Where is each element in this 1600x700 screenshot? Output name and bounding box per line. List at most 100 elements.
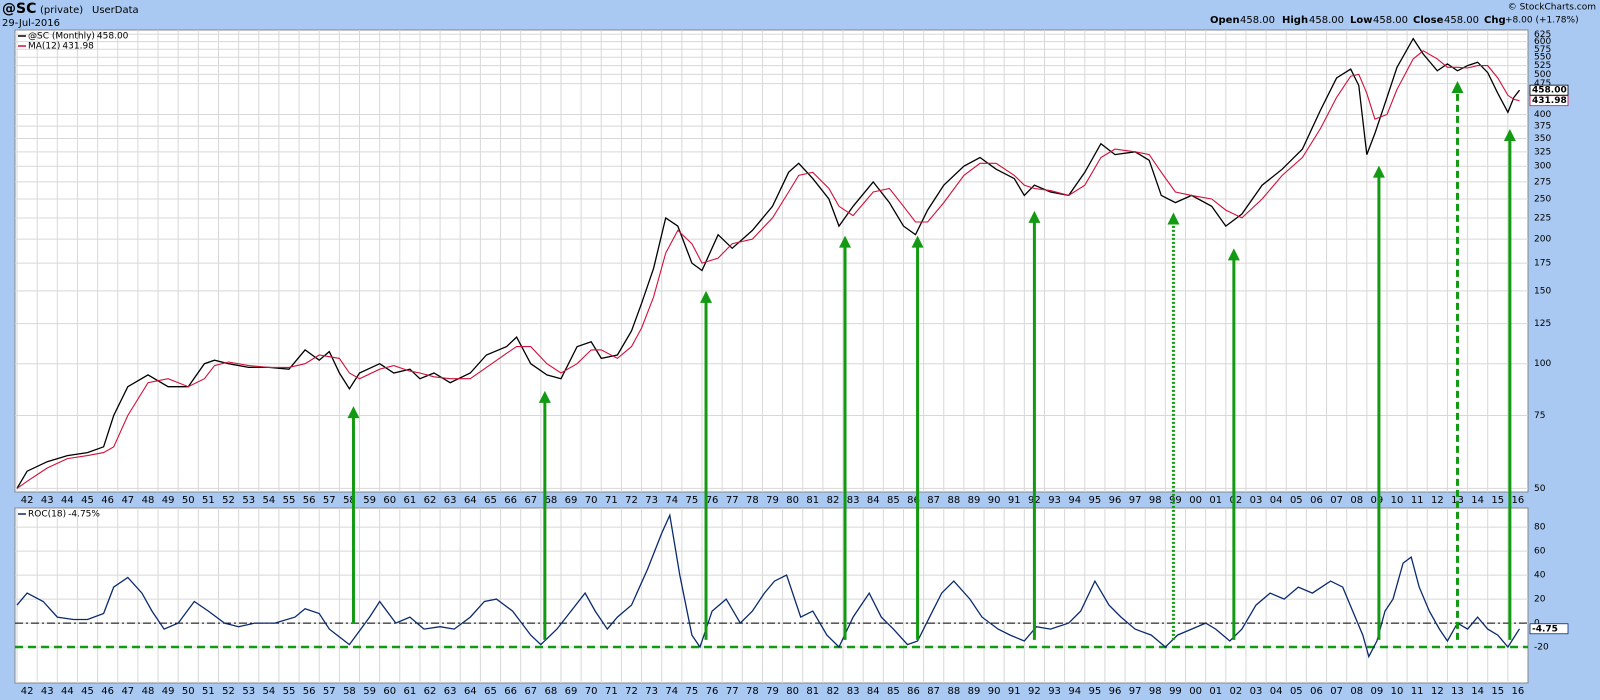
x-tick-label: 65 (484, 686, 497, 697)
x-tick-label: 91 (1008, 686, 1021, 697)
arrow-head (1028, 210, 1041, 223)
x-tick-label: 08 (1350, 495, 1363, 506)
x-tick-label: 12 (1431, 686, 1444, 697)
x-tick-label: 88 (947, 495, 960, 506)
x-tick-label: 78 (746, 495, 759, 506)
x-tick-label: 70 (585, 495, 598, 506)
arrow-head (1227, 248, 1240, 261)
x-tick-label: 80 (786, 686, 799, 697)
open: 458.00 (1240, 15, 1275, 26)
x-tick-label: 69 (565, 686, 578, 697)
y-tick-label: 525 (1534, 61, 1551, 71)
x-tick-label: 14 (1471, 686, 1484, 697)
x-tick-label: 11 (1411, 495, 1424, 506)
x-tick-label: 92 (1028, 686, 1041, 697)
x-tick-label: 14 (1471, 495, 1484, 506)
x-tick-label: 66 (504, 495, 517, 506)
x-tick-label: 61 (404, 495, 417, 506)
price-panel (14, 29, 1529, 493)
x-tick-label: 15 (1491, 495, 1504, 506)
x-tick-label: 72 (625, 686, 638, 697)
x-tick-label: 07 (1330, 495, 1343, 506)
x-tick-label: 77 (726, 686, 739, 697)
series-line (16, 50, 1520, 489)
x-tick-label: 89 (968, 495, 981, 506)
x-tick-label: 46 (101, 495, 114, 506)
x-tick-label: 15 (1491, 686, 1504, 697)
x-tick-label: 90 (988, 495, 1001, 506)
x-tick-label: 74 (665, 495, 678, 506)
x-tick-label: 75 (686, 686, 699, 697)
high-label: High (1282, 15, 1308, 26)
x-tick-label: 44 (61, 495, 74, 506)
x-tick-label: 49 (162, 495, 175, 506)
source: UserData (92, 5, 139, 16)
x-tick-label: 52 (222, 495, 235, 506)
x-tick-label: 83 (847, 495, 860, 506)
x-tick-label: 84 (867, 686, 880, 697)
y-tick-label: 225 (1534, 213, 1551, 223)
x-tick-label: 09 (1371, 686, 1384, 697)
close-label: Close (1413, 15, 1444, 26)
legend-value: 431.98 (62, 42, 94, 52)
x-tick-label: 10 (1391, 495, 1404, 506)
x-tick-label: 61 (404, 686, 417, 697)
x-tick-label: 83 (847, 686, 860, 697)
y-tick-label: 40 (1534, 571, 1546, 581)
x-tick-label: 73 (645, 495, 658, 506)
legend-value: 458.00 (97, 32, 129, 42)
x-tick-label: 13 (1451, 686, 1464, 697)
arrow-head (1372, 165, 1385, 178)
x-tick-label: 97 (1129, 686, 1142, 697)
x-tick-label: 98 (1149, 686, 1162, 697)
x-tick-label: 82 (827, 686, 840, 697)
x-tick-label: 78 (746, 686, 759, 697)
x-tick-label: 84 (867, 495, 880, 506)
x-tick-label: 07 (1330, 686, 1343, 697)
x-tick-label: 59 (363, 686, 376, 697)
x-tick-label: 66 (504, 686, 517, 697)
x-tick-label: 47 (121, 686, 134, 697)
last-value-label: 458.00 (1532, 86, 1567, 96)
y-tick-label: 50 (1534, 484, 1546, 494)
last-value-label: -4.75 (1532, 624, 1558, 634)
x-tick-label: 12 (1431, 495, 1444, 506)
arrow-head (538, 390, 551, 403)
x-tick-label: 71 (605, 495, 618, 506)
chg-label: Chg (1484, 15, 1506, 26)
y-tick-label: 325 (1534, 147, 1551, 157)
x-tick-label: 95 (1088, 686, 1101, 697)
x-tick-label: 16 (1512, 686, 1525, 697)
x-tick-label: 54 (262, 495, 275, 506)
y-tick-label: 200 (1534, 235, 1551, 245)
arrow-head (1167, 212, 1180, 225)
x-tick-label: 67 (524, 495, 537, 506)
x-tick-label: 82 (827, 495, 840, 506)
x-tick-label: 44 (61, 686, 74, 697)
x-tick-label: 86 (907, 495, 920, 506)
x-tick-label: 76 (706, 495, 719, 506)
x-tick-label: 63 (444, 495, 457, 506)
x-tick-label: 75 (686, 495, 699, 506)
legend-name: ROC(18) (28, 510, 66, 520)
x-tick-label: 53 (242, 686, 255, 697)
y-tick-label: 275 (1534, 177, 1551, 187)
x-tick-label: 55 (283, 495, 296, 506)
arrow-head (1451, 80, 1464, 93)
x-tick-label: 49 (162, 686, 175, 697)
x-tick-label: 56 (303, 495, 316, 506)
close: 458.00 (1444, 15, 1479, 26)
x-tick-label: 90 (988, 686, 1001, 697)
y-tick-label: 250 (1534, 195, 1551, 205)
x-tick-label: 94 (1068, 495, 1081, 506)
x-tick-label: 68 (545, 686, 558, 697)
x-tick-label: 73 (645, 686, 658, 697)
x-tick-label: 04 (1270, 495, 1283, 506)
y-tick-label: 400 (1534, 110, 1551, 120)
last-value-box (1529, 95, 1569, 107)
x-tick-label: 57 (323, 686, 336, 697)
y-tick-label: 100 (1534, 359, 1551, 369)
x-tick-label: 80 (786, 495, 799, 506)
x-tick-label: 74 (665, 686, 678, 697)
